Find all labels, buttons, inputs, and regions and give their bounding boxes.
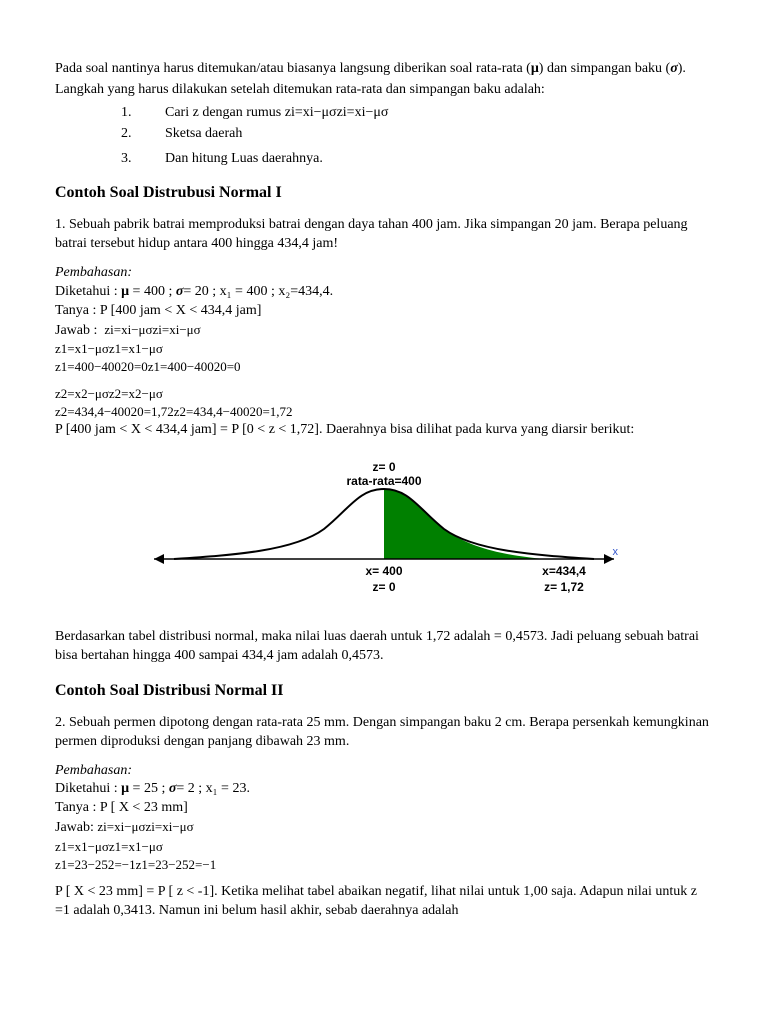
step-1: Cari z dengan rumus zi=xi−μσzi=xi−μσ <box>135 104 713 123</box>
step-3: Dan hitung Luas daerahnya. <box>135 150 713 169</box>
intro-text-1c: ). <box>678 61 686 76</box>
sigma-symbol: σ <box>670 61 678 76</box>
ex1-tanya: Tanya : P [400 jam < X < 434,4 jam] <box>55 302 713 321</box>
ex1-jawab: Jawab : zi=xi−μσzi=xi−μσ <box>55 321 713 341</box>
intro-line1: Pada soal nantinya harus ditemukan/atau … <box>55 60 713 79</box>
steps-list: Cari z dengan rumus zi=xi−μσzi=xi−μσ Ske… <box>135 104 713 169</box>
ex2-tanya: Tanya : P [ X < 23 mm] <box>55 799 713 818</box>
ex1-z2-line1: z2=x2−μσz2=x2−μσ <box>55 385 713 403</box>
ex1-diketahui: Diketahui : μ = 400 ; σ= 20 ; x₁ = 400 ;… <box>55 283 713 302</box>
ex2-z1-line2: z1=23−252=−1z1=23−252=−1 <box>55 856 713 874</box>
ex1-z2-line2: z2=434,4−40020=1,72z2=434,4−40020=1,72 <box>55 403 713 421</box>
ex2-jawab: Jawab: zi=xi−μσzi=xi−μσ <box>55 818 713 838</box>
heading-1: Contoh Soal Distrubusi Normal I <box>55 182 713 204</box>
svg-text:rata-rata=400: rata-rata=400 <box>346 474 421 488</box>
normal-curve-chart: z= 0rata-rata=400xx= 400z= 0x=434,4z= 1,… <box>55 449 713 616</box>
ex2-conclusion: P [ X < 23 mm] = P [ z < -1]. Ketika mel… <box>55 883 713 921</box>
step-2: Sketsa daerah <box>135 125 713 144</box>
ex2-diketahui: Diketahui : μ = 25 ; σ= 2 ; x₁ = 23. <box>55 780 713 799</box>
svg-text:x=434,4: x=434,4 <box>542 564 586 578</box>
mu-symbol: μ <box>531 61 539 76</box>
svg-text:z= 1,72: z= 1,72 <box>544 580 584 594</box>
intro-text-1a: Pada soal nantinya harus ditemukan/atau … <box>55 61 531 76</box>
ex1-z1-line1: z1=x1−μσz1=x1−μσ <box>55 340 713 358</box>
normal-curve-svg: z= 0rata-rata=400xx= 400z= 0x=434,4z= 1,… <box>144 449 624 609</box>
ex1-after-chart: Berdasarkan tabel distribusi normal, mak… <box>55 628 713 666</box>
ex1-z1-line2: z1=400−40020=0z1=400−40020=0 <box>55 358 713 376</box>
ex1-question: 1. Sebuah pabrik batrai memproduksi batr… <box>55 216 713 254</box>
ex1-conclusion: P [400 jam < X < 434,4 jam] = P [0 < z <… <box>55 421 713 440</box>
ex1-pembahasan-label: Pembahasan: <box>55 264 713 283</box>
ex2-question: 2. Sebuah permen dipotong dengan rata-ra… <box>55 714 713 752</box>
svg-text:x: x <box>613 546 619 558</box>
ex2-pembahasan-label: Pembahasan: <box>55 762 713 781</box>
heading-2: Contoh Soal Distribusi Normal II <box>55 680 713 702</box>
svg-text:z= 0: z= 0 <box>372 460 395 474</box>
svg-text:x= 400: x= 400 <box>365 564 402 578</box>
ex2-z1-line1: z1=x1−μσz1=x1−μσ <box>55 838 713 856</box>
intro-line2: Langkah yang harus dilakukan setelah dit… <box>55 81 713 100</box>
intro-text-1b: ) dan simpangan baku ( <box>539 61 670 76</box>
svg-text:z= 0: z= 0 <box>372 580 395 594</box>
